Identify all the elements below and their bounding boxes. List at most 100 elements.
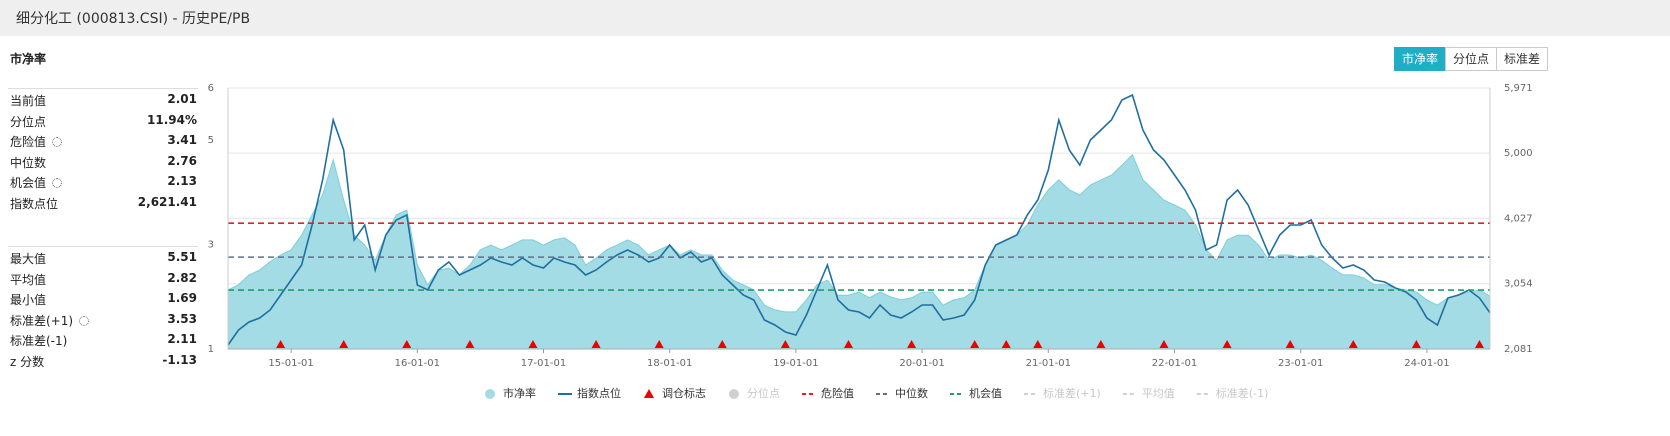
- stat-row: 最大值 5.51: [10, 250, 197, 270]
- legend-item[interactable]: 分位点: [729, 386, 780, 400]
- legend-item[interactable]: 标准差(-1): [1196, 386, 1269, 400]
- rebalance-marker: [843, 340, 853, 348]
- gear-icon[interactable]: [52, 178, 63, 189]
- separator: [8, 246, 198, 247]
- legend-item[interactable]: 标准差(+1): [1024, 386, 1101, 400]
- stat-row: 机会值 2.13: [10, 174, 197, 194]
- tab-button[interactable]: 标准差: [1496, 47, 1549, 71]
- legend-swatch: [485, 389, 495, 399]
- y2-tick-label: 4,027: [1504, 213, 1533, 224]
- legend-label: 分位点: [747, 386, 780, 400]
- separator: [8, 88, 198, 89]
- y2-tick-label: 5,971: [1504, 83, 1533, 94]
- legend-item[interactable]: 机会值: [950, 386, 1002, 400]
- rebalance-marker: [591, 340, 601, 348]
- stat-value: -1.13: [162, 353, 197, 367]
- rebalance-marker: [1348, 340, 1358, 348]
- tabs: 市净率 分位点 标准差: [1394, 47, 1549, 71]
- legend-item[interactable]: 市净率: [485, 386, 536, 400]
- stat-value: 1.69: [167, 291, 197, 306]
- stat-row: 平均值 2.82: [10, 271, 197, 291]
- legend-label: 标准差(-1): [1216, 386, 1269, 400]
- legend-item[interactable]: 危险值: [802, 386, 854, 400]
- stat-value: 2.01: [167, 92, 197, 106]
- stat-row: 当前值 2.01: [10, 92, 197, 112]
- rebalance-marker: [1033, 340, 1043, 348]
- legend-label: 调仓标志: [662, 386, 706, 400]
- legend-item[interactable]: 中位数: [876, 386, 928, 400]
- rebalance-marker: [1474, 340, 1484, 348]
- stat-value: 2.13: [167, 174, 197, 189]
- pb-area: [227, 153, 1491, 350]
- stat-label: 最小值: [10, 293, 47, 308]
- legend-item[interactable]: 指数点位: [558, 386, 621, 400]
- rebalance-marker: [465, 340, 475, 348]
- gear-icon[interactable]: [52, 137, 63, 148]
- x-tick-label: 22-01-01: [1152, 358, 1197, 369]
- stat-value: 5.51: [167, 250, 197, 264]
- legend-item[interactable]: 调仓标志: [644, 386, 706, 400]
- stat-label: 标准差(-1): [10, 334, 68, 349]
- legend-label: 市净率: [503, 386, 536, 400]
- stat-label: 平均值: [10, 272, 47, 287]
- gear-icon[interactable]: [79, 315, 90, 326]
- legend-label: 平均值: [1142, 387, 1175, 400]
- stat-value: 2.76: [167, 153, 197, 168]
- tab-button[interactable]: 分位点: [1445, 47, 1498, 71]
- stat-value: 2,621.41: [137, 195, 197, 209]
- legend-item[interactable]: 平均值: [1122, 387, 1175, 400]
- stat-row: 中位数 2.76: [10, 154, 197, 174]
- stat-value: 3.53: [167, 311, 197, 326]
- rebalance-marker: [1001, 340, 1011, 348]
- stat-label: 中位数: [10, 155, 47, 170]
- rebalance-marker: [1285, 340, 1295, 348]
- rebalance-marker: [402, 340, 412, 348]
- legend-label: 机会值: [969, 386, 1002, 400]
- rebalance-marker: [528, 340, 538, 348]
- legend-swatch: [644, 389, 654, 398]
- y2-tick-label: 3,054: [1504, 279, 1533, 290]
- stat-label: 当前值: [10, 94, 47, 108]
- stat-label: 最大值: [10, 252, 47, 266]
- rebalance-marker: [717, 340, 727, 348]
- rebalance-marker: [339, 340, 349, 348]
- x-tick-label: 20-01-01: [899, 358, 944, 369]
- rebalance-marker: [1222, 340, 1232, 348]
- x-tick-label: 19-01-01: [773, 358, 818, 369]
- rebalance-marker: [907, 340, 917, 348]
- x-tick-label: 15-01-01: [268, 358, 313, 369]
- legend-label: 危险值: [821, 386, 854, 400]
- tab-button[interactable]: 市净率: [1394, 47, 1447, 71]
- stat-label: 机会值: [10, 176, 47, 191]
- rebalance-marker: [970, 340, 980, 348]
- y-tick-label: 1: [208, 344, 214, 355]
- rebalance-marker: [276, 340, 286, 348]
- stat-row: 指数点位 2,621.41: [10, 195, 197, 215]
- rebalance-marker: [1096, 340, 1106, 348]
- rebalance-marker: [654, 340, 664, 348]
- index-line: [227, 93, 1491, 346]
- stat-row: 危险值 3.41: [10, 133, 197, 153]
- header: 细分化工 (000813.CSI) - 历史PE/PB: [0, 0, 1670, 36]
- stat-row: 标准差(+1) 3.53: [10, 312, 197, 332]
- stat-value: 2.11: [167, 332, 197, 347]
- panel-title: 市净率: [10, 52, 47, 66]
- stat-value: 11.94%: [147, 112, 197, 127]
- rebalance-marker: [1411, 340, 1421, 348]
- x-tick-label: 16-01-01: [395, 358, 440, 369]
- legend-label: 中位数: [895, 386, 928, 400]
- stat-label: z 分数: [10, 355, 45, 369]
- legend-label: 指数点位: [577, 386, 621, 400]
- stat-row: z 分数 -1.13: [10, 353, 197, 373]
- stat-row: 标准差(-1) 2.11: [10, 332, 197, 352]
- stat-value: 3.41: [167, 133, 197, 148]
- stat-label: 标准差(+1): [10, 313, 74, 328]
- stat-label: 分位点: [10, 114, 47, 129]
- rebalance-marker: [780, 340, 790, 348]
- y-tick-label: 5: [208, 135, 214, 146]
- y2-tick-label: 5,000: [1504, 148, 1533, 159]
- stat-row: 最小值 1.69: [10, 291, 197, 311]
- x-tick-label: 17-01-01: [521, 358, 566, 369]
